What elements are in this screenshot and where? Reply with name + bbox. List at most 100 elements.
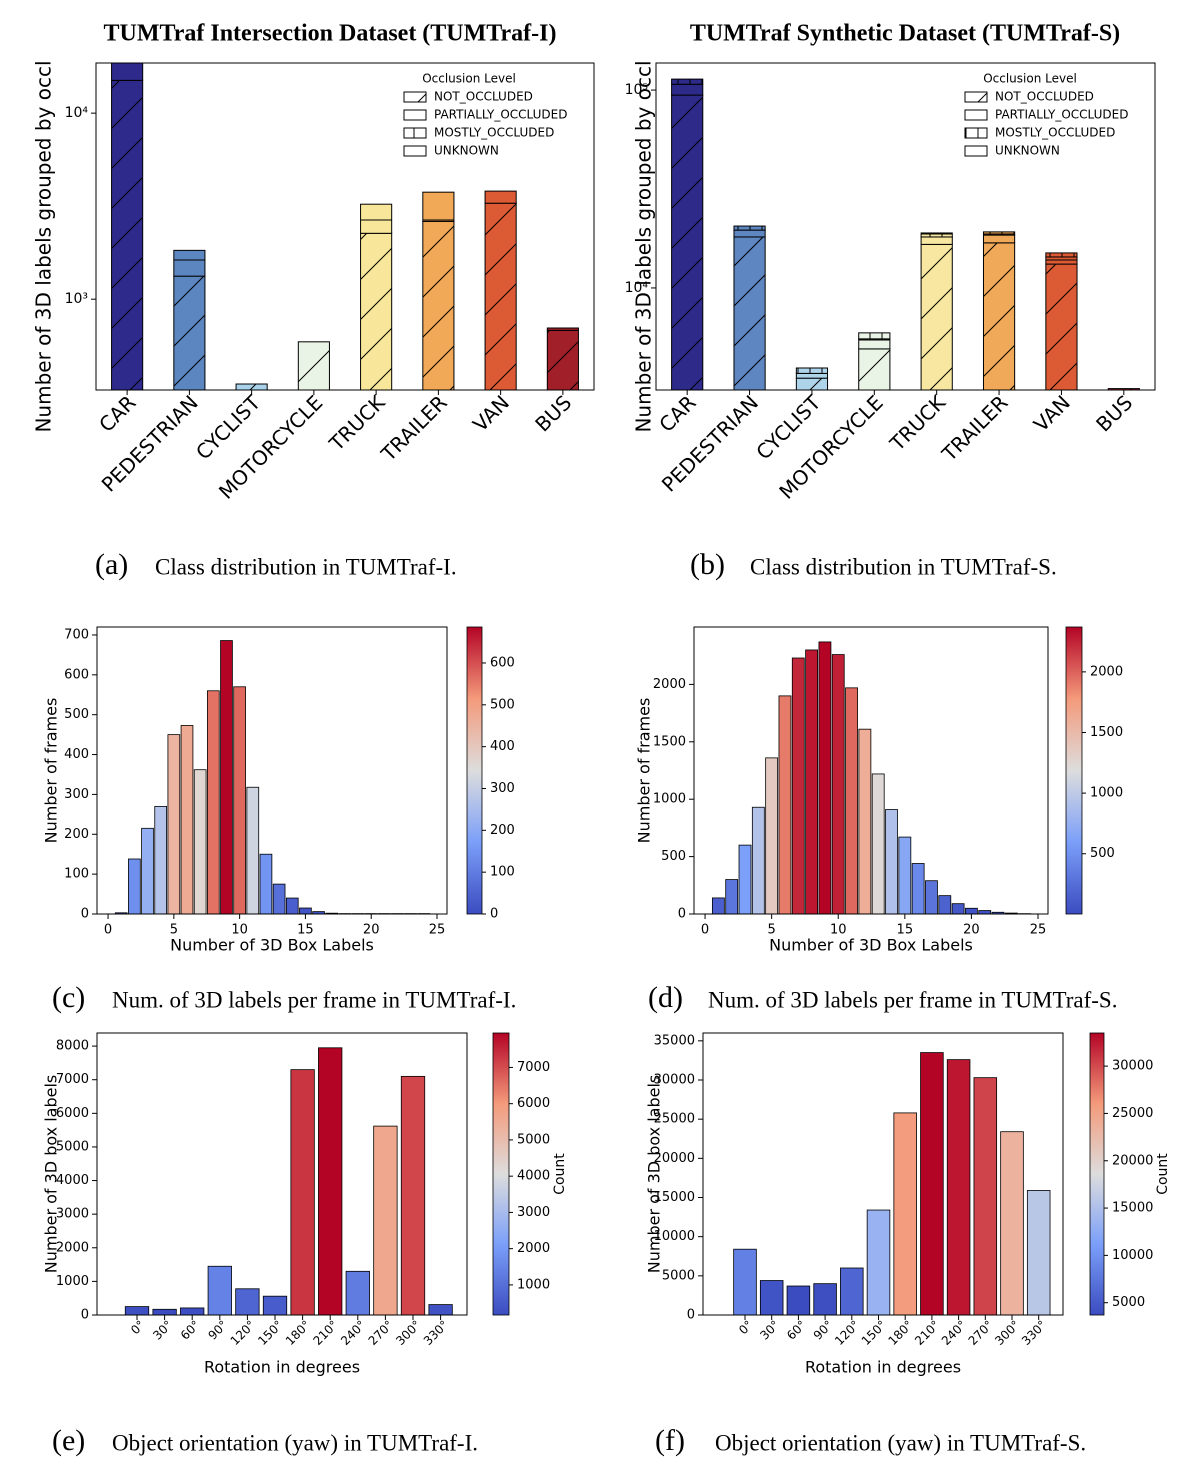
y-tick-label: 1500	[653, 734, 686, 749]
colorbar	[492, 1032, 510, 1316]
bar-hatch	[733, 236, 766, 390]
bar	[262, 1295, 288, 1316]
bar-hatch	[1108, 388, 1140, 390]
y-tick-label: 20000	[654, 1151, 695, 1166]
y-axis-label: Number of 3D box labels	[645, 1075, 664, 1274]
bar	[951, 903, 965, 915]
caption: Num. of 3D labels per frame in TUMTraf-S…	[708, 987, 1117, 1012]
bar-hatch	[733, 226, 766, 231]
bar	[180, 1307, 205, 1316]
caption-label: (b)	[690, 548, 725, 581]
bar	[206, 690, 220, 915]
bar	[272, 883, 286, 915]
y-axis-label: Number of frames	[42, 698, 61, 844]
x-axis-label: Number of 3D Box Labels	[170, 936, 374, 955]
plot-frame	[95, 62, 595, 391]
x-tick-label: 25	[1030, 923, 1047, 938]
bar-hatch	[796, 373, 828, 379]
bar	[925, 880, 938, 915]
colorbar-tick-label: 600	[490, 655, 515, 670]
y-tick-label: 15000	[654, 1190, 695, 1205]
colorbar-tick-label: 30000	[1112, 1059, 1153, 1074]
bar	[233, 686, 246, 915]
bar-hatch	[858, 348, 890, 390]
y-tick-label: 10⁴	[65, 105, 89, 121]
x-tick-label: 15	[297, 923, 314, 938]
y-tick-label: 0	[81, 1308, 89, 1323]
caption: Class distribution in TUMTraf-I.	[155, 554, 457, 579]
legend-hatch	[404, 92, 426, 102]
colorbar-tick-label: 1000	[1090, 786, 1123, 801]
y-tick-label: 7000	[56, 1072, 89, 1087]
bar	[345, 1270, 370, 1316]
bar-hatch	[858, 338, 890, 349]
x-tick-label: 20	[363, 923, 380, 938]
bar-hatch	[485, 191, 517, 204]
colorbar	[466, 626, 483, 915]
y-axis-label: Number of 3D box labels	[42, 1075, 61, 1274]
colorbar-tick-label: 2000	[1090, 664, 1123, 679]
bar	[128, 858, 141, 915]
bar-hatch	[360, 233, 392, 390]
bar	[1026, 1190, 1051, 1316]
y-tick-label: 0	[81, 907, 89, 922]
bar	[738, 844, 752, 915]
bar	[141, 827, 154, 915]
bar	[946, 1059, 971, 1316]
bar	[180, 725, 194, 915]
bar	[858, 728, 872, 915]
caption: Num. of 3D labels per frame in TUMTraf-I…	[112, 987, 516, 1012]
bar-hatch	[173, 250, 205, 277]
legend-swatch	[964, 145, 988, 157]
y-tick-label: 2000	[653, 677, 686, 692]
bar-hatch	[360, 204, 392, 234]
bar-hatch	[547, 330, 579, 390]
bar-hatch	[1045, 252, 1078, 257]
legend-label: UNKNOWN	[995, 144, 1060, 158]
bar-hatch	[671, 84, 703, 96]
colorbar-tick-label: 0	[490, 907, 498, 922]
colorbar-tick-label: 10000	[1112, 1248, 1153, 1263]
colorbar-tick-label: 4000	[517, 1169, 550, 1184]
x-tick-label: 0	[104, 923, 112, 938]
bar-hatch	[547, 328, 579, 331]
x-tick-label: 10	[231, 923, 248, 938]
bar	[152, 1308, 177, 1316]
y-tick-label: 200	[64, 827, 89, 842]
bar	[786, 1285, 811, 1316]
colorbar-tick-label: 5000	[1112, 1295, 1145, 1310]
x-tick-label: 15	[897, 923, 914, 938]
colorbar-tick-label: 1000	[517, 1277, 550, 1292]
y-axis-label: Number of 3D labels grouped by occl	[632, 60, 656, 432]
bar-hatch	[1045, 264, 1078, 390]
legend-swatch	[403, 145, 427, 157]
y-tick-label: 35000	[654, 1033, 695, 1048]
bar-hatch	[858, 332, 890, 339]
bar	[871, 773, 885, 915]
y-tick-label: 30000	[654, 1073, 695, 1088]
caption: Object orientation (yaw) in TUMTraf-I.	[112, 1430, 478, 1455]
bar	[124, 1306, 150, 1316]
caption-label: (d)	[648, 981, 683, 1014]
legend-hatch	[404, 110, 426, 120]
plot-frame	[96, 626, 448, 915]
y-tick-label: 500	[661, 849, 686, 864]
bar	[845, 687, 858, 915]
bar	[235, 1288, 260, 1316]
caption-label: (e)	[52, 1424, 85, 1457]
bar-hatch	[485, 203, 517, 390]
y-tick-label: 2000	[56, 1240, 89, 1255]
bar	[831, 654, 845, 915]
caption: Object orientation (yaw) in TUMTraf-S.	[715, 1430, 1086, 1455]
colorbar-tick-label: 100	[490, 865, 515, 880]
bar-hatch	[422, 192, 454, 222]
y-tick-label: 6000	[56, 1106, 89, 1121]
x-tick-label: 20	[963, 923, 980, 938]
y-tick-label: 1000	[56, 1274, 89, 1289]
legend-label: PARTIALLY_OCCLUDED	[434, 108, 567, 122]
bar	[154, 805, 168, 915]
y-tick-label: 5000	[662, 1268, 695, 1283]
legend-label: NOT_OCCLUDED	[995, 90, 1094, 104]
bar	[373, 1125, 398, 1316]
